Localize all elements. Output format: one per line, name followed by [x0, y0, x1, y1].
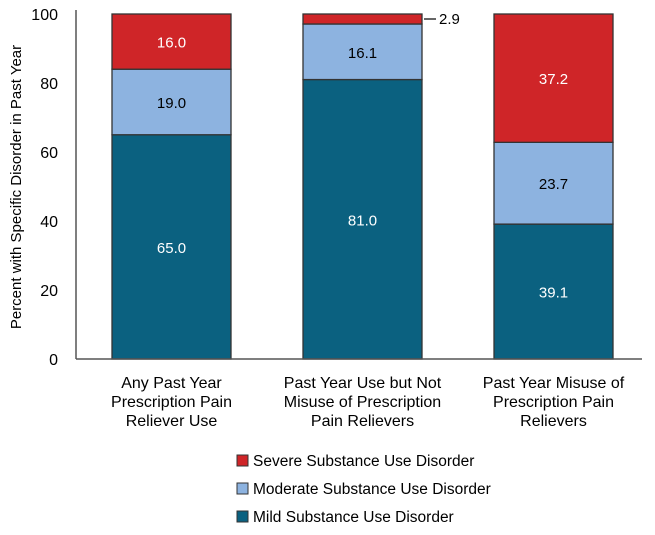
bar-segment-mild-substance-use-disorder	[111, 134, 232, 360]
legend-label: Severe Substance Use Disorder	[253, 453, 474, 470]
data-label: 16.1	[348, 45, 377, 62]
x-category-label: Prescription Pain	[493, 394, 614, 411]
data-label: 65.0	[157, 240, 186, 257]
bar-segment-moderate-substance-use-disorder	[493, 141, 614, 225]
legend-label: Moderate Substance Use Disorder	[253, 481, 491, 498]
legend-swatch	[236, 482, 249, 495]
data-label: 39.1	[539, 285, 568, 302]
bar-segment-severe-substance-use-disorder	[111, 13, 232, 70]
data-label: 23.7	[539, 176, 568, 193]
y-tick-label: 60	[40, 145, 58, 162]
x-category-label: Past Year Use but Not	[284, 375, 442, 392]
bar-segment-mild-substance-use-disorder	[302, 78, 423, 360]
data-label: 16.0	[157, 35, 186, 52]
y-tick-label: 100	[31, 7, 58, 24]
legend-swatch	[236, 454, 249, 467]
y-axis-label: Percent with Specific Disorder in Past Y…	[8, 45, 25, 329]
x-category-label: Misuse of Prescription	[284, 394, 441, 411]
bar-segment-mild-substance-use-disorder	[493, 223, 614, 360]
legend-label: Mild Substance Use Disorder	[253, 509, 454, 526]
x-category-label: Reliever Use	[126, 413, 218, 430]
bar-segment-moderate-substance-use-disorder	[302, 23, 423, 81]
x-category-label: Prescription Pain	[111, 394, 232, 411]
bar-segment-severe-substance-use-disorder	[302, 13, 423, 25]
data-label: 2.9	[439, 11, 460, 28]
x-category-label: Relievers	[520, 413, 587, 430]
data-label: 81.0	[348, 212, 377, 229]
x-category-label: Past Year Misuse of	[483, 375, 625, 392]
bar-segment-moderate-substance-use-disorder	[111, 68, 232, 136]
y-tick-label: 80	[40, 76, 58, 93]
legend-swatch	[236, 510, 249, 523]
data-label: 19.0	[157, 95, 186, 112]
x-category-label: Any Past Year	[121, 375, 222, 392]
x-category-label: Pain Relievers	[311, 413, 414, 430]
y-tick-label: 40	[40, 214, 58, 231]
y-tick-label: 20	[40, 283, 58, 300]
bar-segment-severe-substance-use-disorder	[493, 13, 614, 143]
data-label: 37.2	[539, 71, 568, 88]
y-tick-label: 0	[49, 352, 58, 369]
